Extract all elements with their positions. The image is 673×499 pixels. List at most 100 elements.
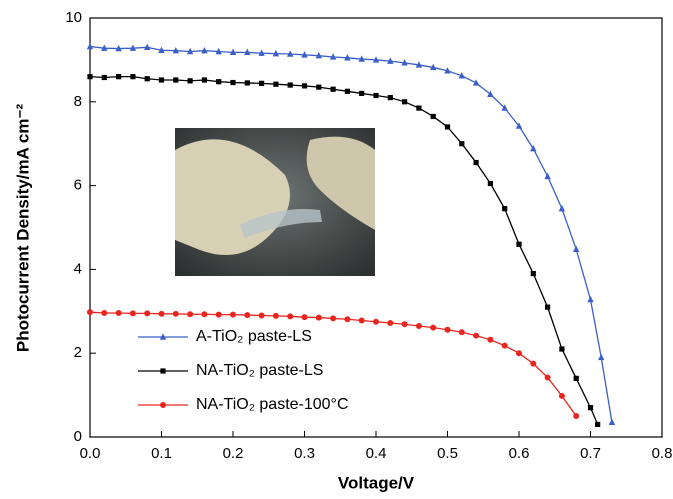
data-point	[345, 89, 350, 94]
y-tick-label: 6	[74, 177, 82, 194]
x-tick-label: 0.6	[509, 445, 530, 462]
x-tick-label: 0.3	[294, 445, 315, 462]
data-point	[188, 78, 193, 83]
data-point	[288, 82, 293, 87]
data-point	[202, 77, 207, 82]
data-point	[545, 375, 551, 381]
data-point	[116, 310, 122, 316]
data-point	[173, 77, 178, 82]
data-point	[201, 311, 207, 317]
data-point	[502, 206, 507, 211]
data-point	[402, 99, 407, 104]
legend-label: NA-TiO₂ paste-100°C	[196, 396, 349, 413]
data-point	[130, 74, 135, 79]
data-point	[530, 361, 536, 367]
data-point	[359, 318, 365, 324]
data-point	[474, 160, 479, 165]
data-point	[416, 323, 422, 329]
data-point	[302, 83, 307, 88]
x-tick-label: 0.8	[652, 445, 673, 462]
y-tick-label: 8	[74, 93, 82, 110]
data-point	[302, 314, 308, 320]
data-point	[173, 311, 179, 317]
x-tick-label: 0.2	[223, 445, 244, 462]
data-point	[473, 333, 479, 339]
data-point	[273, 313, 279, 319]
data-point	[316, 315, 322, 321]
y-tick-label: 0	[74, 428, 82, 445]
data-point	[445, 327, 451, 333]
data-point	[588, 405, 593, 410]
data-point	[87, 309, 93, 315]
data-point	[287, 313, 293, 319]
data-point	[487, 337, 493, 343]
data-point	[516, 242, 521, 247]
data-point	[387, 320, 393, 326]
data-point	[373, 319, 379, 325]
data-point	[431, 114, 436, 119]
data-point	[116, 74, 121, 79]
x-axis-title: Voltage/V	[338, 473, 415, 492]
data-point	[587, 296, 593, 302]
data-point	[130, 310, 136, 316]
data-point	[573, 246, 579, 252]
data-point	[187, 311, 193, 317]
data-point	[87, 43, 93, 49]
data-point	[145, 76, 150, 81]
data-point	[545, 305, 550, 310]
x-tick-label: 0.1	[151, 445, 172, 462]
data-point	[330, 315, 336, 321]
data-point	[488, 181, 493, 186]
data-point	[359, 91, 364, 96]
legend-marker	[160, 402, 166, 408]
data-point	[516, 350, 522, 356]
data-point	[344, 316, 350, 322]
data-point	[595, 422, 600, 427]
data-point	[459, 329, 465, 335]
data-point	[259, 312, 265, 318]
data-point	[245, 80, 250, 85]
data-point	[159, 77, 164, 82]
data-point	[502, 343, 508, 349]
data-point	[416, 105, 421, 110]
legend-label: A-TiO₂ paste-LS	[196, 328, 312, 345]
data-point	[598, 354, 604, 360]
data-point	[259, 81, 264, 86]
inset-photo	[175, 128, 375, 276]
data-point	[144, 310, 150, 316]
data-point	[459, 141, 464, 146]
data-point	[531, 271, 536, 276]
data-point	[559, 346, 564, 351]
data-point	[87, 74, 92, 79]
y-tick-label: 2	[74, 344, 82, 361]
data-point	[230, 312, 236, 318]
data-point	[445, 124, 450, 129]
data-point	[573, 413, 579, 419]
data-point	[102, 75, 107, 80]
data-point	[159, 311, 165, 317]
data-point	[101, 310, 107, 316]
data-point	[373, 93, 378, 98]
x-tick-label: 0.7	[580, 445, 601, 462]
data-point	[559, 205, 565, 211]
x-tick-label: 0.0	[80, 445, 101, 462]
data-point	[487, 91, 493, 97]
data-point	[559, 393, 565, 399]
y-axis-title: Photocurrent Density/mA cm⁻²	[13, 104, 32, 353]
data-point	[273, 82, 278, 87]
x-tick-label: 0.5	[437, 445, 458, 462]
data-point	[316, 85, 321, 90]
data-point	[402, 321, 408, 327]
data-point	[544, 173, 550, 179]
legend-label: NA-TiO₂ paste-LS	[196, 362, 323, 379]
data-point	[430, 325, 436, 331]
data-point	[388, 95, 393, 100]
y-tick-label: 4	[74, 260, 82, 277]
data-point	[574, 376, 579, 381]
legend-marker	[160, 368, 165, 373]
data-point	[609, 419, 615, 425]
data-point	[331, 87, 336, 92]
data-point	[216, 79, 221, 84]
data-point	[244, 312, 250, 318]
x-tick-label: 0.4	[366, 445, 387, 462]
